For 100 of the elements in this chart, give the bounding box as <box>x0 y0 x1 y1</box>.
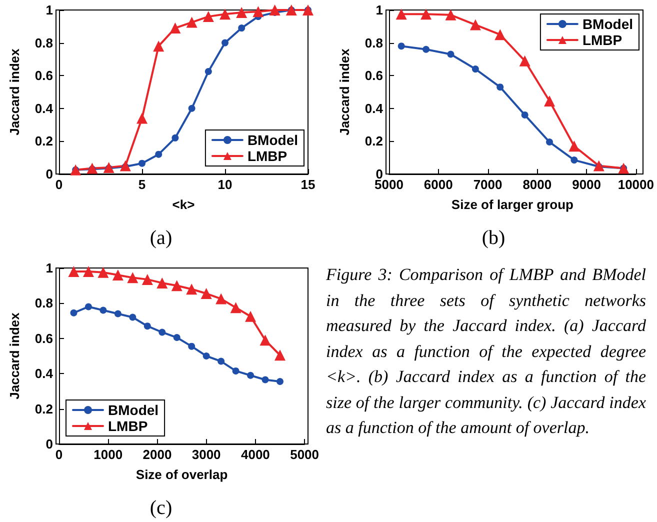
x-tick-label: 10000 <box>618 177 654 192</box>
x-tick-label: 8000 <box>522 177 552 192</box>
point <box>238 24 246 32</box>
point <box>593 160 604 172</box>
point <box>447 50 454 58</box>
point <box>247 372 254 379</box>
x-tick-label: 5 <box>138 177 146 192</box>
y-tick-label: 0.2 <box>364 134 383 149</box>
point <box>260 334 271 346</box>
point <box>445 9 456 20</box>
point <box>276 378 284 386</box>
point <box>245 310 256 322</box>
y-tick-label: 0.6 <box>364 68 383 84</box>
point <box>202 11 214 22</box>
text: (c) <box>150 497 172 519</box>
point <box>252 6 264 18</box>
point <box>188 342 196 350</box>
x-axis-title: Size of larger group <box>451 197 574 212</box>
point <box>172 134 179 142</box>
x-tick-label: 6000 <box>424 177 453 192</box>
y-tick-label: 0.4 <box>34 366 54 382</box>
point <box>153 40 164 52</box>
point <box>230 302 242 314</box>
point <box>68 266 80 278</box>
point <box>127 272 138 284</box>
point <box>494 29 506 40</box>
y-axis-title: Jaccard index <box>7 48 22 136</box>
point <box>173 334 180 342</box>
point <box>521 111 528 118</box>
point <box>472 66 479 73</box>
y-tick-label: 0 <box>46 166 53 182</box>
point <box>84 303 92 310</box>
y-tick-label: 1 <box>46 2 53 18</box>
point <box>70 309 78 316</box>
point <box>114 310 122 318</box>
point <box>144 322 151 330</box>
text: (b) <box>482 227 506 249</box>
x-tick-label: 5000 <box>290 447 319 462</box>
point <box>155 150 162 158</box>
text: (a) <box>150 227 172 249</box>
y-tick-label: 0.6 <box>34 68 53 84</box>
x-tick-label: 9000 <box>572 177 601 192</box>
y-tick-label: 0 <box>46 436 53 452</box>
y-tick-label: 0.4 <box>34 100 54 116</box>
x-tick-label: 2000 <box>142 447 172 462</box>
point <box>103 162 114 173</box>
x-tick-label: 15 <box>300 177 316 192</box>
y-tick-label: 1 <box>46 260 53 276</box>
point <box>120 160 131 172</box>
legend-label: BModel <box>247 132 298 148</box>
point <box>158 328 166 336</box>
caption: Figure 3: Comparison of LMBP and BModel in the three sets of synthetic networks measured by the Jaccard index. (a) Jaccard index as a function of the expected degree <k>. (b) Jaccard index as a function of the size of the larger community. (c) Jaccard index as a function of the amount of overlap. <box>326 264 646 439</box>
point <box>220 8 230 20</box>
legend-label: LMBP <box>582 32 622 48</box>
x-tick-label: 10 <box>218 177 232 192</box>
x-tick-label: 4000 <box>240 447 270 462</box>
y-tick-label: 0 <box>376 166 383 182</box>
point <box>142 274 153 285</box>
point <box>86 162 98 174</box>
x-tick-label: 1000 <box>94 447 123 462</box>
point <box>496 84 504 91</box>
y-tick-label: 0.4 <box>364 100 384 116</box>
point <box>222 39 228 46</box>
legend-label: LMBP <box>247 148 288 164</box>
point <box>138 160 146 167</box>
legend-label: BModel <box>582 16 634 32</box>
x-axis-title: <k> <box>172 197 196 212</box>
point <box>274 350 286 361</box>
point <box>262 376 269 384</box>
legend-label: BModel <box>108 402 159 418</box>
point <box>98 266 109 278</box>
x-tick-label: 7000 <box>473 177 502 192</box>
y-tick-label: 1 <box>376 2 383 18</box>
y-tick-label: 0.8 <box>34 35 53 50</box>
point <box>186 284 198 295</box>
point <box>546 138 553 146</box>
point <box>112 270 124 281</box>
point <box>218 358 225 365</box>
x-axis-title: Size of overlap <box>136 467 228 482</box>
x-tick-label: 3000 <box>192 447 221 462</box>
point <box>82 266 94 278</box>
point <box>398 42 405 50</box>
point <box>470 19 481 30</box>
point <box>519 55 530 66</box>
point <box>544 96 555 107</box>
point <box>156 277 168 288</box>
y-tick-label: 0.8 <box>364 35 383 50</box>
legend-label: LMBP <box>108 418 148 434</box>
point <box>136 112 148 124</box>
y-tick-label: 0.2 <box>34 401 53 416</box>
y-axis-title: Jaccard index <box>337 48 352 136</box>
point <box>269 4 280 16</box>
y-tick-label: 0.6 <box>34 330 53 346</box>
point <box>200 288 212 300</box>
point <box>100 306 107 314</box>
point <box>186 16 198 28</box>
y-tick-label: 0.8 <box>34 296 53 311</box>
point <box>420 8 432 20</box>
point <box>236 6 248 18</box>
y-tick-label: 0.2 <box>34 134 53 149</box>
